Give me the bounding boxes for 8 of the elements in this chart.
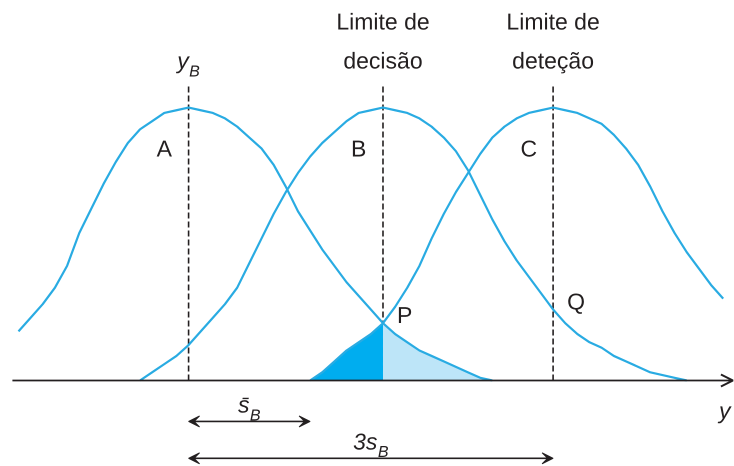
annotation: Q [567,288,585,315]
series-label: A [156,135,173,162]
series-label: B [351,135,366,162]
text: Limite de decisão [336,8,430,74]
text: Limite de deteção [506,8,600,74]
annotation: P [396,302,412,328]
x-axis-title: y [717,398,732,424]
series-label: C [520,135,538,162]
